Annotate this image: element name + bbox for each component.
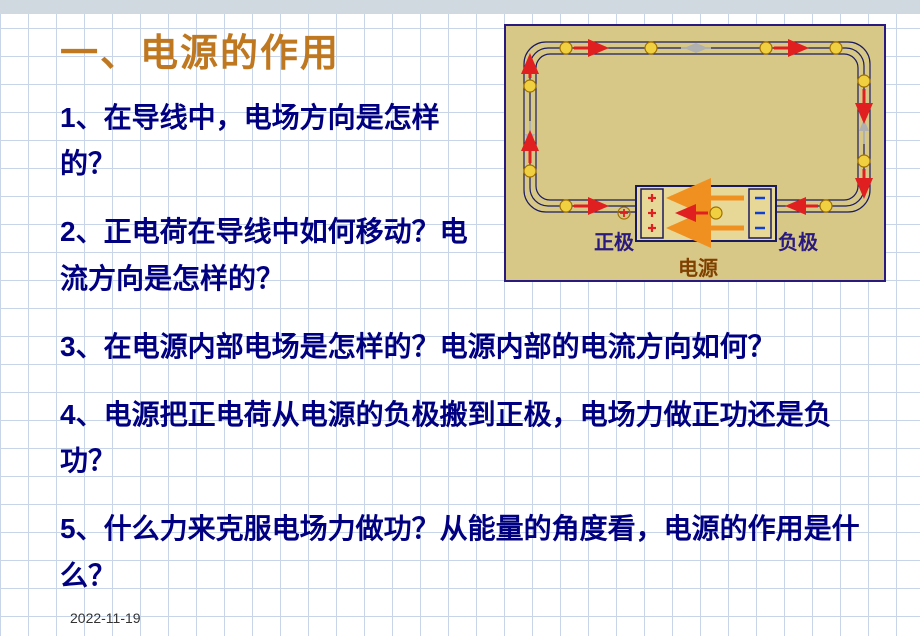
label-positive: 正极 (594, 226, 634, 255)
label-source: 电源 (678, 252, 718, 281)
question-1: 1、在导线中，电场方向是怎样的？ (60, 95, 480, 187)
question-2: 2、正电荷在导线中如何移动？电流方向是怎样的？ (60, 209, 480, 301)
date-stamp: 2022-11-19 (70, 610, 141, 626)
question-4: 4、电源把正电荷从电源的负极搬到正极，电场力做正功还是负功？ (60, 392, 880, 484)
question-3: 3、在电源内部电场是怎样的？电源内部的电流方向如何？ (60, 324, 880, 370)
circuit-diagram: 正极 负极 电源 (504, 24, 886, 282)
circuit-svg (506, 26, 888, 284)
question-5: 5、什么力来克服电场力做功？从能量的角度看，电源的作用是什么？ (60, 506, 880, 598)
label-negative: 负极 (778, 226, 818, 255)
